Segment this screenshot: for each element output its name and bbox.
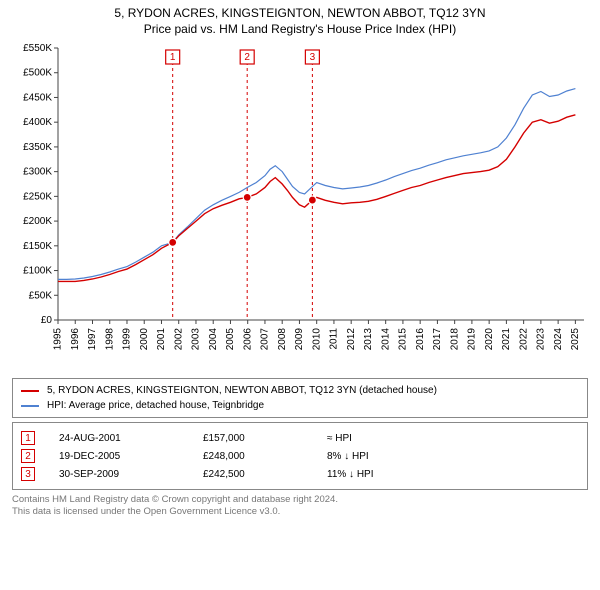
x-tick-label: 1998 — [104, 328, 115, 351]
x-tick-label: 2023 — [536, 328, 547, 351]
sales-table: 1 24-AUG-2001 £157,000 ≈ HPI 2 19-DEC-2005 £24… — [12, 422, 588, 490]
sale-hpi-diff: 11% ↓ HPI — [327, 469, 579, 480]
x-tick-label: 2020 — [484, 328, 495, 351]
legend-swatch — [21, 390, 39, 392]
chart-area: £0 £50K £100K £150K £200K £250K £300K £350K £400… — [10, 42, 590, 372]
x-tick-label: 1999 — [122, 328, 133, 351]
sale-number-box: 1 — [21, 431, 35, 445]
x-tick-label: 2003 — [191, 328, 202, 351]
x-tick-label: 2025 — [570, 328, 581, 351]
y-tick-label: £350K — [23, 142, 52, 153]
y-tick-label: £100K — [23, 266, 52, 277]
x-tick-label: 2001 — [156, 328, 167, 351]
y-tick-label: £250K — [23, 191, 52, 202]
legend-row: HPI: Average price, detached house, Teig… — [21, 398, 579, 413]
x-tick-label: 2009 — [294, 328, 305, 351]
x-tick-label: 2000 — [139, 328, 150, 351]
legend-label: HPI: Average price, detached house, Teig… — [47, 398, 264, 413]
sale-marker-dot — [308, 196, 316, 204]
legend-swatch — [21, 405, 39, 407]
y-tick-label: £150K — [23, 241, 52, 252]
x-tick-label: 2014 — [380, 328, 391, 351]
sale-date: 19-DEC-2005 — [59, 451, 179, 462]
legend-row: 5, RYDON ACRES, KINGSTEIGNTON, NEWTON AB… — [21, 383, 579, 398]
x-tick-label: 2016 — [415, 328, 426, 351]
x-tick-label: 2015 — [398, 328, 409, 351]
sale-marker-number: 2 — [244, 52, 250, 63]
chart-title-subtitle: Price paid vs. HM Land Registry's House … — [10, 22, 590, 36]
sale-marker-dot — [243, 193, 251, 201]
y-tick-label: £300K — [23, 167, 52, 178]
chart-titles: 5, RYDON ACRES, KINGSTEIGNTON, NEWTON AB… — [10, 6, 590, 36]
x-tick-label: 1997 — [87, 328, 98, 351]
sale-date: 30-SEP-2009 — [59, 469, 179, 480]
sale-number-box: 3 — [21, 467, 35, 481]
footnote-line-1: Contains HM Land Registry data © Crown c… — [12, 494, 588, 506]
sale-date: 24-AUG-2001 — [59, 433, 179, 444]
x-tick-label: 2004 — [208, 328, 219, 351]
x-tick-label: 2013 — [363, 328, 374, 351]
y-tick-label: £550K — [23, 43, 52, 54]
sale-row: 1 24-AUG-2001 £157,000 ≈ HPI — [21, 429, 579, 447]
footnote-line-2: This data is licensed under the Open Gov… — [12, 506, 588, 518]
sale-marker-dot — [169, 238, 177, 246]
x-tick-label: 2005 — [225, 328, 236, 351]
y-tick-label: £0 — [41, 315, 53, 326]
legend-label: 5, RYDON ACRES, KINGSTEIGNTON, NEWTON AB… — [47, 383, 437, 398]
x-tick-label: 2021 — [501, 328, 512, 351]
x-tick-label: 2006 — [242, 328, 253, 351]
x-tick-label: 2017 — [432, 328, 443, 351]
line-chart: £0 £50K £100K £150K £200K £250K £300K £350K £400… — [10, 42, 590, 372]
x-tick-label: 2022 — [518, 328, 529, 351]
sale-hpi-diff: ≈ HPI — [327, 433, 579, 444]
x-tick-label: 2002 — [173, 328, 184, 351]
y-tick-label: £450K — [23, 92, 52, 103]
x-tick-label: 2018 — [449, 328, 460, 351]
x-tick-label: 2010 — [311, 328, 322, 351]
x-tick-label: 2007 — [260, 328, 271, 351]
page-container: 5, RYDON ACRES, KINGSTEIGNTON, NEWTON AB… — [0, 0, 600, 590]
y-tick-label: £200K — [23, 216, 52, 227]
y-tick-label: £50K — [29, 290, 53, 301]
x-tick-label: 1996 — [70, 328, 81, 351]
x-tick-label: 1995 — [53, 328, 64, 351]
footnote: Contains HM Land Registry data © Crown c… — [12, 494, 588, 519]
sale-row: 3 30-SEP-2009 £242,500 11% ↓ HPI — [21, 465, 579, 483]
x-tick-label: 2019 — [467, 328, 478, 351]
sale-price: £242,500 — [203, 469, 303, 480]
sale-hpi-diff: 8% ↓ HPI — [327, 451, 579, 462]
sale-marker-number: 3 — [310, 52, 316, 63]
sale-price: £248,000 — [203, 451, 303, 462]
legend-box: 5, RYDON ACRES, KINGSTEIGNTON, NEWTON AB… — [12, 378, 588, 418]
y-tick-label: £500K — [23, 68, 52, 79]
sale-row: 2 19-DEC-2005 £248,000 8% ↓ HPI — [21, 447, 579, 465]
x-tick-label: 2012 — [346, 328, 357, 351]
x-tick-label: 2024 — [553, 328, 564, 351]
sale-price: £157,000 — [203, 433, 303, 444]
x-tick-label: 2008 — [277, 328, 288, 351]
y-tick-label: £400K — [23, 117, 52, 128]
x-tick-label: 2011 — [329, 328, 340, 350]
chart-title-address: 5, RYDON ACRES, KINGSTEIGNTON, NEWTON AB… — [10, 6, 590, 20]
sale-number-box: 2 — [21, 449, 35, 463]
sale-marker-number: 1 — [170, 52, 176, 63]
